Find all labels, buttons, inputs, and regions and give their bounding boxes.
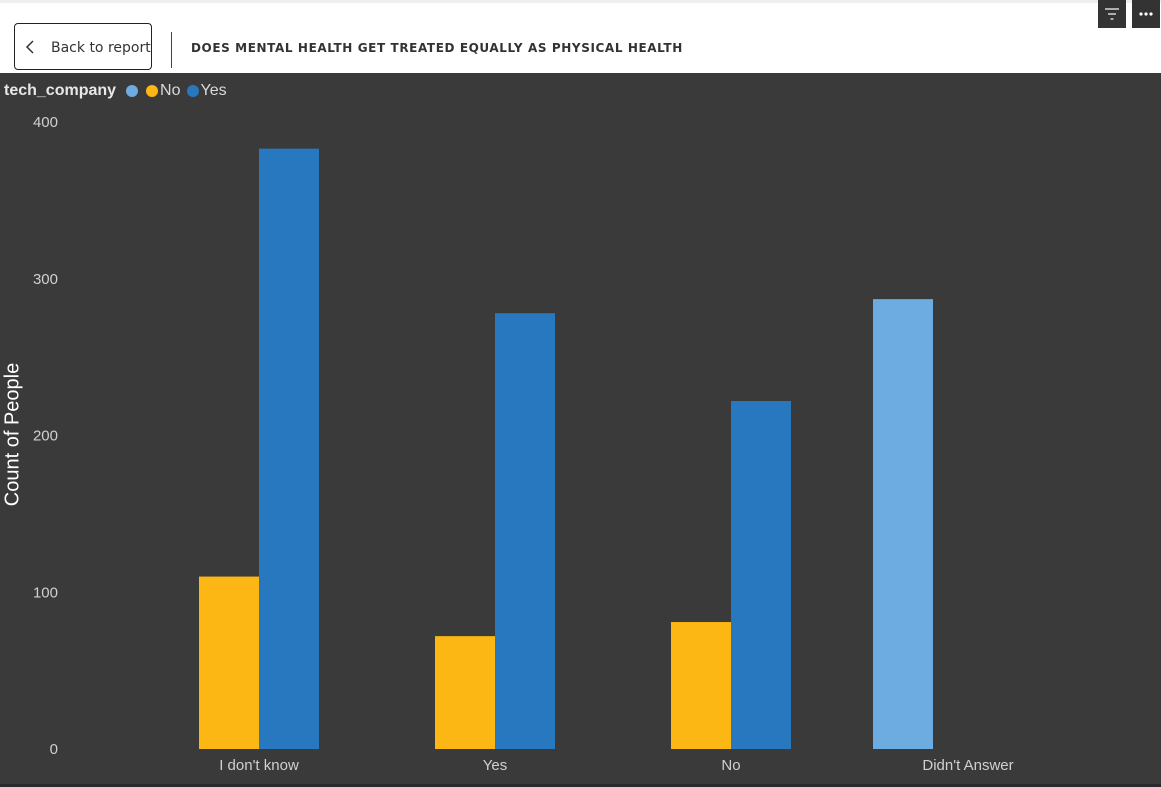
header-divider	[171, 32, 172, 68]
legend-entry-blank[interactable]	[126, 85, 140, 97]
more-options-button[interactable]	[1132, 0, 1160, 28]
back-to-report-button[interactable]: Back to report	[14, 23, 152, 70]
page-title: DOES MENTAL HEALTH GET TREATED EQUALLY A…	[191, 41, 683, 55]
bottom-divider	[0, 784, 1161, 787]
legend-dot-blank	[126, 85, 139, 97]
chevron-left-icon	[25, 40, 34, 54]
x-tick-label-3: Didn't Answer	[922, 757, 1013, 774]
legend-entry-no[interactable]: No	[146, 82, 181, 100]
x-tick-label-0: I don't know	[219, 757, 299, 774]
bar-yes-1[interactable]	[495, 313, 555, 749]
bar-yes-2[interactable]	[731, 401, 791, 749]
top-divider	[0, 0, 1161, 3]
bar-yes-0[interactable]	[259, 148, 319, 750]
legend-title: tech_company	[4, 82, 117, 99]
legend-label-yes: Yes	[200, 82, 227, 99]
chart-legend: tech_company No Yes	[4, 81, 233, 101]
chart-area: tech_company No Yes Count of People 0 100…	[0, 73, 1161, 787]
filter-icon	[1105, 8, 1119, 20]
filter-button[interactable]	[1098, 0, 1126, 28]
y-tick-label-0: 0	[50, 741, 58, 758]
legend-entry-yes[interactable]: Yes	[186, 82, 227, 100]
legend-label-no: No	[160, 82, 181, 99]
bar-no-0[interactable]	[199, 576, 259, 749]
more-options-icon	[1139, 12, 1153, 16]
header-bar: Back to report DOES MENTAL HEALTH GET TR…	[0, 0, 1161, 73]
bar-no-1[interactable]	[435, 636, 495, 749]
y-tick-label-4: 400	[33, 114, 58, 131]
y-tick-label-2: 200	[33, 428, 58, 445]
bar-blank-3[interactable]	[873, 299, 933, 749]
bar-chart: 0 100 200 300 400 I don't know Yes No Didn't Ans…	[33, 114, 1014, 774]
y-tick-label-1: 100	[33, 584, 58, 601]
x-tick-label-2: No	[721, 757, 740, 774]
bar-no-2[interactable]	[671, 622, 731, 749]
legend-dot-yes	[186, 85, 199, 97]
y-tick-label-3: 300	[33, 271, 58, 288]
x-tick-label-1: Yes	[483, 757, 507, 774]
back-to-report-label: Back to report	[51, 40, 151, 56]
legend-dot-no	[146, 85, 159, 97]
